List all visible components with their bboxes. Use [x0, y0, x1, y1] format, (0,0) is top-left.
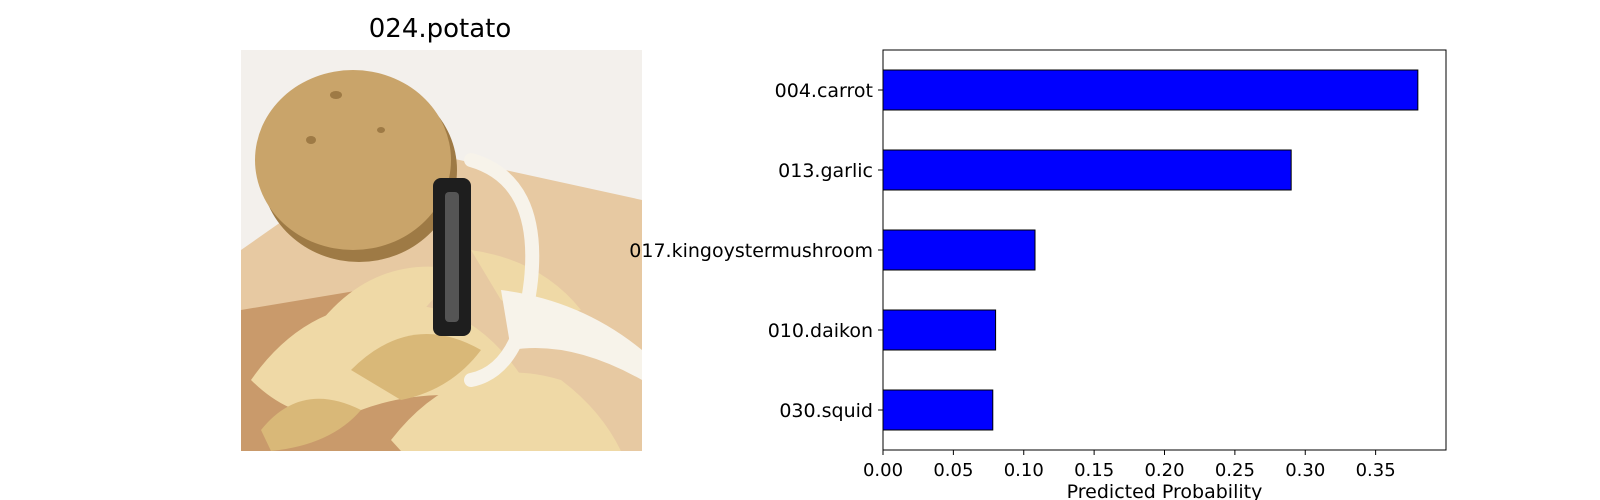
x-tick-label: 0.00: [863, 460, 903, 481]
x-tick-label: 0.10: [1004, 460, 1044, 481]
category-label-carrot: 004.carrot: [775, 80, 873, 102]
x-axis-label: Predicted Probability: [1067, 481, 1263, 500]
category-label-squid: 030.squid: [779, 400, 873, 422]
x-tick-label: 0.25: [1215, 460, 1255, 481]
category-label-garlic: 013.garlic: [778, 160, 873, 182]
potato-peeler-illustration: [241, 50, 642, 451]
category-label-daikon: 010.daikon: [768, 320, 873, 342]
x-tick-label: 0.35: [1356, 460, 1396, 481]
x-tick-label: 0.30: [1285, 460, 1325, 481]
x-ticks-group: 0.00 0.05 0.10 0.15 0.20 0.25 0.30 0.35: [863, 450, 1396, 481]
bars-group: [882, 69, 1419, 431]
bar-carrot: [882, 69, 1419, 111]
category-labels-group: 004.carrot 013.garlic 017.kingoystermushro…: [629, 80, 883, 422]
category-label-kingoystermushroom: 017.kingoystermushroom: [629, 240, 873, 262]
photo-title: 024.potato: [368, 14, 512, 44]
bar-kingoystermushroom: [882, 229, 1036, 271]
x-tick-label: 0.15: [1074, 460, 1114, 481]
x-tick-label: 0.05: [933, 460, 973, 481]
bar-squid: [882, 389, 994, 431]
bar-garlic: [882, 149, 1292, 191]
x-tick-label: 0.20: [1144, 460, 1184, 481]
axes-frame: [882, 49, 1447, 451]
potato-photo: [241, 50, 642, 451]
bar-daikon: [882, 309, 997, 351]
